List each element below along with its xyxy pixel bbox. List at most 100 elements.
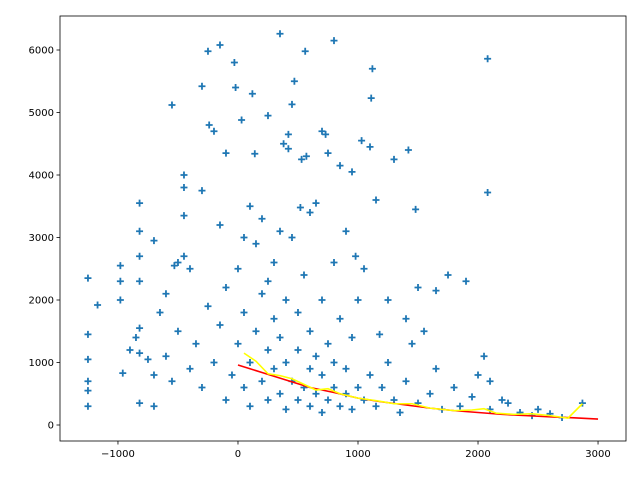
scatter-point (336, 402, 344, 410)
scatter-point (312, 199, 320, 207)
scatter-point (378, 384, 386, 391)
y-tick-label: 5000 (29, 108, 54, 119)
x-tick-label: 3000 (585, 449, 610, 460)
scatter-point (367, 94, 375, 102)
scatter-point (324, 340, 332, 348)
scatter-point (420, 327, 428, 335)
scatter-point (210, 127, 218, 135)
scatter-point (288, 234, 296, 241)
scatter-point (432, 365, 440, 373)
scatter-point (348, 168, 356, 176)
scatter-point (198, 384, 206, 391)
scatter-point (248, 90, 256, 98)
scatter-point (205, 121, 213, 129)
scatter-point (290, 77, 298, 85)
scatter-point (276, 390, 284, 398)
scatter-point (204, 47, 212, 55)
scatter-point (306, 402, 314, 410)
scatter-point (484, 189, 492, 196)
scatter-point (234, 265, 242, 273)
scatter-point (180, 252, 188, 260)
scatter-point (132, 334, 140, 341)
x-tick-label: 2000 (465, 449, 490, 460)
scatter-point (234, 340, 242, 348)
scatter-point (258, 377, 266, 385)
x-tick-label: −1000 (101, 449, 135, 460)
y-tick-label: 4000 (29, 171, 54, 182)
scatter-point (180, 212, 188, 220)
scatter-point (312, 352, 320, 360)
scatter-point (348, 334, 356, 341)
scatter-point (84, 355, 92, 363)
scatter-point (330, 359, 338, 366)
scatter-point (282, 359, 290, 366)
scatter-point (192, 340, 200, 348)
axes-frame (59, 15, 627, 442)
scatter-point (342, 227, 350, 235)
scatter-point (246, 359, 254, 366)
scatter-point (384, 296, 392, 304)
scatter-point (204, 302, 212, 310)
y-tick-label: 0 (48, 421, 54, 432)
scatter-point (306, 365, 314, 373)
scatter-point (116, 296, 124, 304)
scatter-point (324, 396, 332, 404)
scatter-point (324, 149, 332, 157)
scatter-point (402, 377, 410, 385)
scatter-point (222, 396, 230, 404)
scatter-point (270, 259, 278, 266)
scatter-point (170, 262, 178, 270)
scatter-point (222, 284, 230, 291)
scatter-point (136, 277, 144, 285)
scatter-point (246, 402, 254, 410)
scatter-point (336, 162, 344, 170)
scatter-point (264, 396, 272, 404)
scatter-point (444, 271, 452, 279)
scatter-point (366, 143, 374, 151)
scatter-point (116, 262, 124, 270)
scatter-point (412, 205, 420, 213)
x-tick-label: 0 (235, 449, 241, 460)
scatter-point (298, 155, 306, 163)
scatter-point (150, 237, 158, 245)
scatter-point (330, 259, 338, 266)
scatter-point (414, 284, 422, 291)
scatter-point (282, 296, 290, 304)
scatter-point (84, 330, 92, 338)
scatter-point (136, 227, 144, 235)
scatter-point (354, 296, 362, 304)
scatter-point (264, 112, 272, 120)
scatter-point (238, 116, 246, 124)
scatter-point (84, 274, 92, 282)
y-tick-label: 6000 (29, 46, 54, 57)
scatter-point (216, 221, 224, 229)
scatter-point (116, 277, 124, 285)
scatter-point (390, 155, 398, 163)
scatter-point (432, 287, 440, 295)
scatter-point (240, 309, 248, 316)
scatter-point (119, 369, 127, 377)
scatter-point (354, 384, 362, 391)
scatter-point (162, 352, 170, 360)
scatter-point (240, 384, 248, 391)
scatter-point (408, 340, 416, 348)
scatter-point (228, 371, 236, 379)
scatter-point (330, 384, 338, 391)
scatter-point (252, 327, 260, 335)
scatter-point (84, 377, 92, 385)
scatter-point (94, 301, 102, 309)
scatter-point (384, 359, 392, 366)
scatter-point (264, 277, 272, 285)
scatter-point (276, 227, 284, 235)
scatter-point (150, 371, 158, 379)
scatter-point (498, 396, 506, 404)
scatter-point (318, 371, 326, 379)
scatter-point (136, 199, 144, 207)
scatter-point (216, 41, 224, 49)
scatter-point (390, 396, 398, 404)
scatter-point (294, 396, 302, 404)
scatter-point (186, 265, 194, 273)
scatter-point (288, 100, 296, 108)
scatter-point (484, 55, 492, 63)
scatter-point (312, 390, 320, 398)
